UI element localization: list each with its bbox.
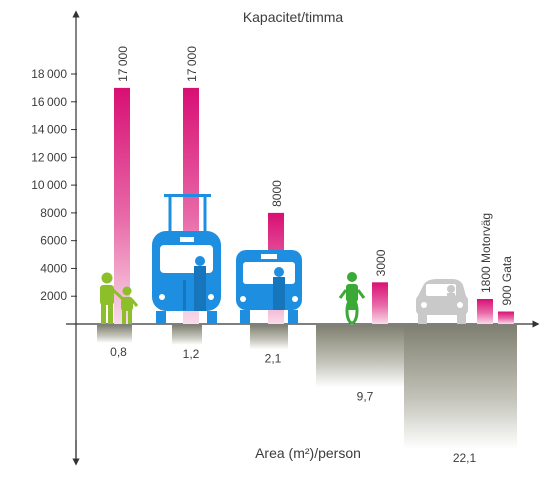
pedestrians-icon [100, 272, 139, 324]
capacity-bar-label: 17 000 [185, 46, 199, 82]
area-bar-label: 1,2 [183, 347, 200, 361]
y-tick-label: 18 000 [31, 67, 67, 81]
area-bar-label: 0,8 [110, 345, 127, 359]
y-tick-group: 2000 4000 6000 8000 10 000 12 000 14 000 16 000… [31, 67, 77, 303]
capacity-bar-bicycle [372, 282, 388, 324]
area-bar-tram [172, 325, 202, 345]
capacity-bar-label: 8000 [270, 180, 284, 207]
y-tick-label: 12 000 [31, 150, 67, 164]
y-tick-label: 4000 [40, 261, 67, 275]
y-axis-top-title: Kapacitet/timma [243, 9, 344, 25]
y-tick-label: 14 000 [31, 123, 67, 137]
y-tick-label: 16 000 [31, 95, 67, 109]
tram-icon [152, 194, 221, 324]
area-bar-bus [250, 325, 288, 350]
area-bar-label: 22,1 [453, 451, 477, 465]
area-bar-group: 0,8 1,2 2,1 9,7 22,1 [97, 325, 517, 465]
capacity-bar-label: 17 000 [116, 46, 130, 82]
area-bar-car [404, 325, 517, 449]
area-bar-pedestrians [97, 325, 132, 343]
y-tick-label: 2000 [40, 289, 67, 303]
area-bar-label: 2,1 [265, 351, 282, 365]
capacity-bar-label: 3000 [374, 249, 388, 276]
y-tick-label: 6000 [40, 234, 67, 248]
y-tick-label: 8000 [40, 206, 67, 220]
bicycle-icon [338, 272, 366, 325]
y-axis-bottom-title: Area (m²)/person [255, 445, 361, 461]
capacity-bar-car [498, 311, 514, 324]
area-bar-bicycle [316, 325, 406, 388]
area-bar-label: 9,7 [357, 389, 374, 403]
capacity-bar-label: 1800 Motorväg [479, 213, 493, 293]
capacity-bar-label: 900 Gata [500, 256, 514, 306]
capacity-bar-car [477, 299, 493, 324]
capacity-bar-pedestrians [114, 87, 130, 324]
y-tick-label: 10 000 [31, 178, 67, 192]
car-icon [416, 279, 468, 324]
bus-icon [236, 250, 302, 324]
